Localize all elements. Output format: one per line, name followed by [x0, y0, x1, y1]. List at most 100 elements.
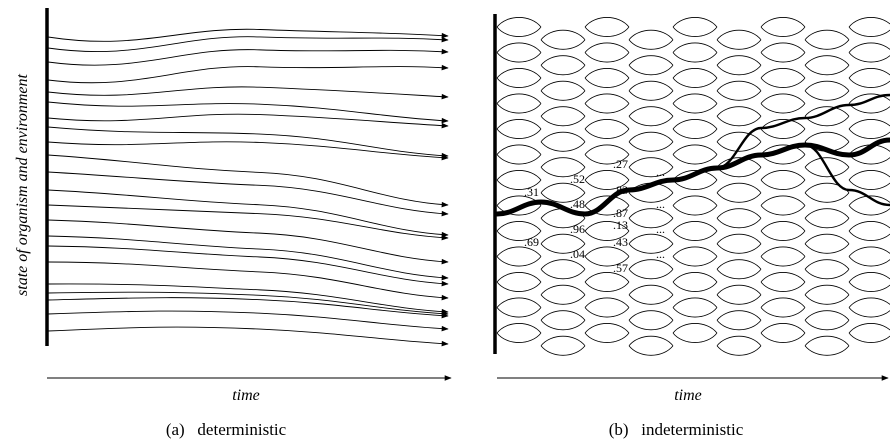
branch-lens	[848, 42, 890, 63]
branch-lens	[716, 182, 762, 203]
ellipsis: ...	[656, 165, 665, 179]
branch-lens	[672, 170, 718, 190]
branch-lens	[804, 157, 850, 178]
branch-lens	[672, 119, 718, 139]
ellipsis: ...	[656, 197, 665, 211]
branch-lens	[496, 17, 542, 37]
branch-lens	[584, 17, 630, 37]
branch-lens	[628, 310, 674, 331]
branch-lens	[804, 29, 850, 50]
branch-lens	[716, 284, 762, 305]
branch-lens	[540, 55, 586, 76]
branch-lens	[716, 55, 762, 76]
ellipsis: ...	[656, 222, 665, 236]
branch-lens	[584, 195, 630, 216]
branch-lens	[672, 17, 718, 37]
caption-b: (b) indeterministic	[609, 420, 744, 439]
prob-label: .27	[613, 157, 628, 171]
branch-lens	[496, 272, 542, 292]
branch-lens	[848, 272, 890, 292]
branch-lens	[540, 284, 586, 305]
prob-label: .04	[570, 247, 585, 261]
trajectory-line	[47, 310, 449, 332]
ellipsis-markers: ... ... ... ...	[656, 165, 665, 261]
branch-lens	[496, 221, 542, 241]
branch-lens	[848, 297, 890, 318]
prob-label: .87	[613, 206, 628, 220]
prob-label: .52	[570, 172, 585, 186]
branch-lens	[804, 335, 850, 356]
branch-lens	[584, 272, 630, 292]
branch-lens	[496, 93, 542, 114]
ellipsis: ...	[656, 247, 665, 261]
branch-lens	[540, 131, 586, 152]
branch-lens	[804, 106, 850, 127]
trajectory-line	[47, 64, 449, 84]
branch-lens	[584, 93, 630, 114]
branch-lens	[716, 310, 762, 331]
branch-lens	[540, 310, 586, 331]
trajectory-line	[47, 113, 449, 129]
prob-label: .69	[524, 235, 539, 249]
branch-lens	[540, 259, 586, 280]
branch-lens	[672, 323, 718, 343]
branch-lens	[848, 323, 890, 343]
x-axis-label-b: time	[674, 387, 702, 404]
branch-lens	[804, 259, 850, 280]
branch-lens	[584, 297, 630, 318]
branch-lens	[584, 119, 630, 139]
branch-lens	[760, 93, 806, 114]
branch-lens	[672, 297, 718, 318]
prob-label: .13	[613, 218, 628, 232]
branch-lens	[848, 246, 890, 267]
branch-lens	[628, 29, 674, 50]
prob-label: .83	[613, 183, 628, 197]
branch-lens	[628, 106, 674, 127]
branch-lens	[760, 195, 806, 216]
branch-lens	[760, 297, 806, 318]
branch-lens	[672, 144, 718, 165]
branch-lens	[760, 42, 806, 63]
branch-lens	[804, 310, 850, 331]
branch-lens	[672, 221, 718, 241]
trajectory-line	[47, 48, 449, 66]
branch-lens	[672, 246, 718, 267]
branch-lens	[628, 233, 674, 254]
branch-lens	[716, 131, 762, 152]
branch-lens	[628, 335, 674, 356]
trajectory-line	[47, 326, 449, 347]
trajectory-line	[47, 283, 449, 315]
prob-label: .31	[524, 185, 539, 199]
branch-lens	[540, 80, 586, 101]
branch-lens	[804, 80, 850, 101]
realized-path	[494, 93, 890, 217]
branch-lens	[628, 157, 674, 178]
prob-label: .57	[613, 261, 628, 275]
branch-lens	[804, 55, 850, 76]
trajectory-line	[47, 245, 449, 287]
branch-lens	[496, 68, 542, 88]
trajectory-line	[47, 297, 449, 319]
branch-probabilities: .31 .69 .52 .48 .96 .04 .27 .83 .87 .13 …	[524, 157, 628, 275]
branch-lens	[760, 68, 806, 88]
branch-lens	[716, 80, 762, 101]
prob-label: .96	[570, 222, 585, 236]
trajectory-line	[47, 86, 449, 100]
branch-lens	[584, 246, 630, 267]
branch-lens	[760, 323, 806, 343]
branch-lens	[672, 93, 718, 114]
branch-lens	[584, 323, 630, 343]
trajectory-line	[47, 235, 449, 281]
branch-lens	[760, 17, 806, 37]
panel-a: state of organism and environment time (…	[14, 8, 452, 439]
branch-lens	[716, 335, 762, 356]
branch-lens	[496, 119, 542, 139]
branch-lens	[584, 144, 630, 165]
trajectory-line	[47, 189, 449, 238]
trajectory-line	[47, 261, 449, 301]
branch-lens	[628, 208, 674, 229]
trajectory-line	[47, 36, 449, 53]
branch-lens	[584, 170, 630, 190]
branch-lens	[540, 233, 586, 254]
